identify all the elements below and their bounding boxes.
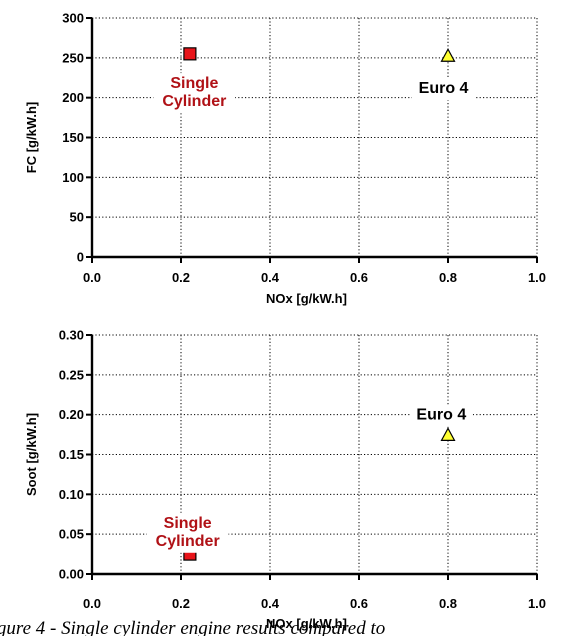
data-point-triangle: [440, 47, 456, 62]
y-axis-label: FC [g/kW.h]: [24, 102, 39, 174]
y-tick-label: 50: [70, 210, 84, 225]
annotation-label: Single: [164, 515, 212, 532]
chart-soot-vs-nox: 0.00 0.05 0.10 0.15 0.20 0.25 0.30 0.0 0.2 0.4 0.6…: [24, 328, 546, 632]
y-tick-label: 0.30: [59, 328, 84, 343]
x-tick-label: 0.0: [83, 596, 101, 611]
x-tick-label: 0.8: [439, 270, 457, 285]
y-tick-label: 0.20: [59, 407, 84, 422]
x-tick-label: 0.2: [172, 596, 190, 611]
chart-fc-vs-nox: 0 50 100 150 200 250 300 0.0 0.2 0.4 0.6 0.8 1.0 NOx …: [24, 11, 546, 307]
annotation-background: [411, 78, 476, 101]
annotation-label: Euro 4: [419, 80, 469, 97]
x-tick-label: 0.4: [261, 596, 280, 611]
y-tick-label: 0.10: [59, 487, 84, 502]
x-tick-label: 0.8: [439, 596, 457, 611]
y-tick-label: 100: [62, 170, 84, 185]
y-tick-label: 0.25: [59, 367, 84, 382]
x-axis-label: NOx [g/kW.h]: [266, 291, 347, 306]
annotation-background: [146, 512, 229, 553]
data-point-square: [183, 47, 197, 61]
y-tick-label: 200: [62, 90, 84, 105]
x-axis-label: NOx [g/kW.h]: [266, 616, 347, 631]
y-tick-label: 300: [62, 11, 84, 26]
y-tick-label: 150: [62, 130, 84, 145]
annotation-label: Euro 4: [416, 407, 466, 424]
y-tick-label: 0.00: [59, 567, 84, 582]
data-point-triangle: [440, 427, 456, 441]
y-tick-label: 0.05: [59, 527, 84, 542]
x-tick-label: 0.4: [261, 270, 280, 285]
x-tick-label: 0.6: [350, 270, 368, 285]
x-tick-label: 0.0: [83, 270, 101, 285]
x-tick-label: 1.0: [528, 270, 546, 285]
y-tick-label: 250: [62, 50, 84, 65]
figure-caption: Figure 4 - Single cylinder engine result…: [0, 618, 385, 636]
annotation-label: Cylinder: [156, 533, 220, 550]
x-tick-label: 0.6: [350, 596, 368, 611]
annotation-label: Single: [170, 75, 218, 92]
annotation-background: [153, 73, 236, 114]
annotation-label: Cylinder: [162, 93, 226, 110]
y-tick-label: 0: [77, 250, 84, 265]
x-tick-label: 1.0: [528, 596, 546, 611]
annotation-background: [409, 404, 473, 427]
y-axis-label: Soot [g/kW.h]: [24, 413, 39, 496]
y-tick-label: 0.15: [59, 447, 84, 462]
x-tick-label: 0.2: [172, 270, 190, 285]
